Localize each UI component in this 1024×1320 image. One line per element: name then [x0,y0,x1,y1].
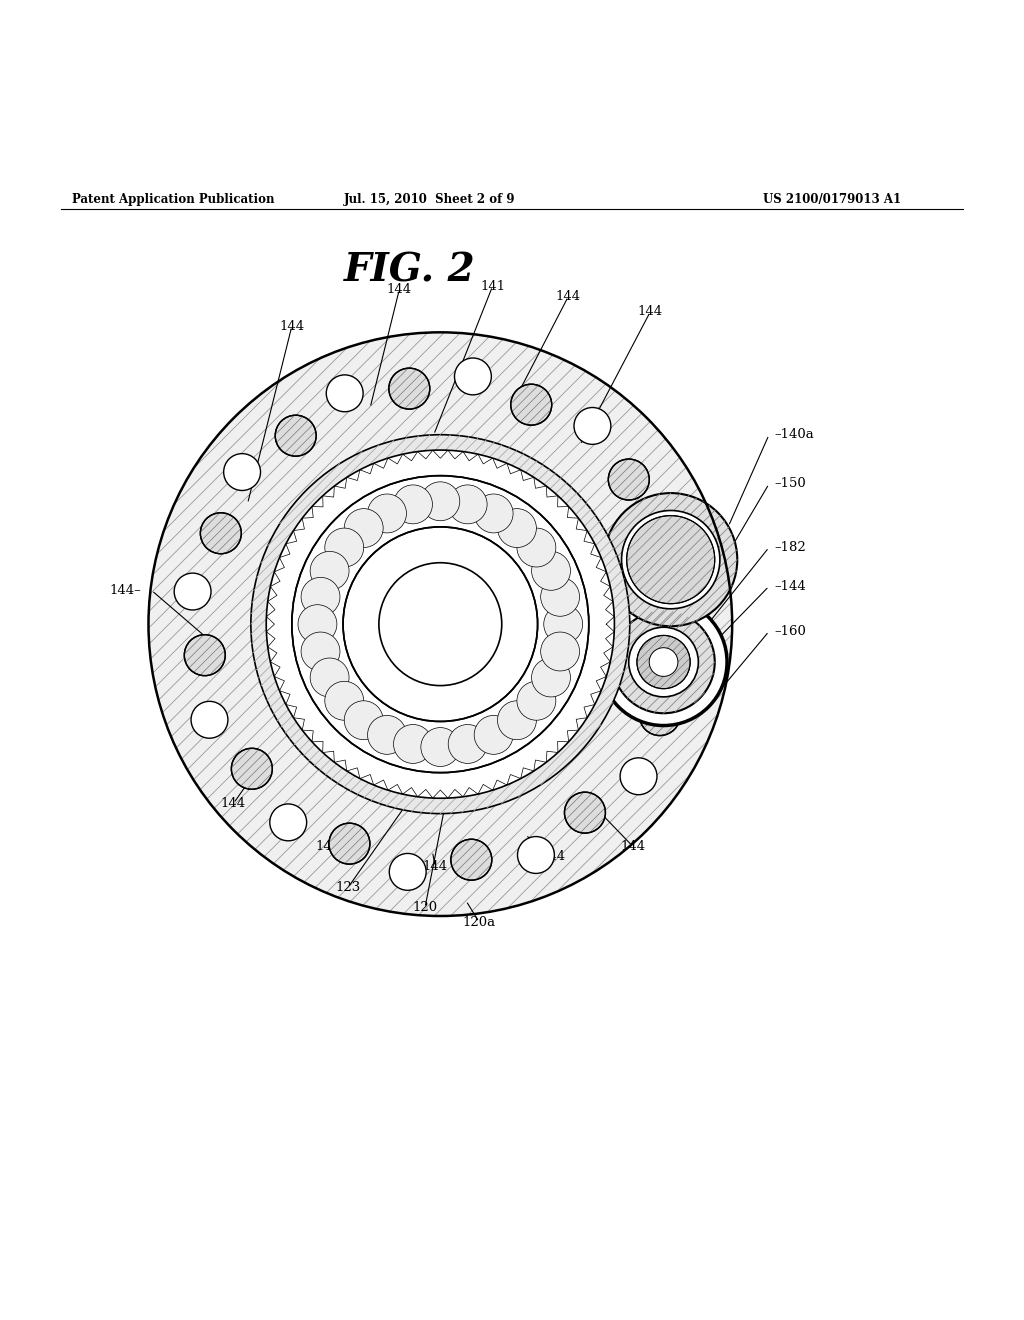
Circle shape [393,484,432,524]
Text: Jul. 15, 2010  Sheet 2 of 9: Jul. 15, 2010 Sheet 2 of 9 [344,193,516,206]
Circle shape [421,727,460,767]
Circle shape [275,416,316,457]
Circle shape [541,577,580,616]
Circle shape [344,701,383,739]
Circle shape [379,562,502,685]
Circle shape [544,605,583,644]
Circle shape [292,475,589,772]
Text: –150: –150 [774,478,806,490]
Circle shape [251,434,630,813]
Circle shape [511,384,552,425]
Circle shape [368,715,407,754]
Circle shape [655,573,696,614]
Text: 123: 123 [336,880,360,894]
Text: 144: 144 [221,797,246,810]
Circle shape [531,552,570,590]
Circle shape [393,725,432,763]
Circle shape [251,434,630,813]
Text: 144: 144 [387,282,412,296]
Text: 144: 144 [315,840,340,853]
Circle shape [517,837,554,874]
Circle shape [604,494,737,626]
Circle shape [637,635,690,689]
Circle shape [455,358,492,395]
Circle shape [451,840,492,880]
Circle shape [327,375,364,412]
Text: –140a: –140a [774,428,814,441]
Text: US 2100/0179013 A1: US 2100/0179013 A1 [763,193,901,206]
Circle shape [449,725,487,763]
Circle shape [191,701,228,738]
Text: 120a: 120a [463,916,496,929]
Circle shape [223,454,260,491]
Circle shape [329,824,370,865]
Circle shape [184,635,225,676]
Text: Patent Application Publication: Patent Application Publication [72,193,274,206]
Circle shape [517,681,556,721]
Circle shape [612,611,715,713]
Text: –160: –160 [774,624,806,638]
Text: 144: 144 [556,290,581,304]
Circle shape [474,715,513,754]
Circle shape [449,484,487,524]
Circle shape [310,657,349,697]
Text: 144: 144 [423,861,447,874]
Circle shape [368,494,407,533]
Circle shape [498,508,537,548]
Circle shape [266,450,614,799]
Text: 144: 144 [541,850,565,863]
Circle shape [269,804,306,841]
Circle shape [301,577,340,616]
Circle shape [474,494,513,533]
Circle shape [600,598,727,726]
Circle shape [201,512,242,553]
Text: FIG. 2: FIG. 2 [344,252,475,290]
Circle shape [343,527,538,722]
Circle shape [564,792,605,833]
Circle shape [629,627,698,697]
Circle shape [389,854,426,890]
Circle shape [649,648,678,676]
Circle shape [621,758,657,795]
Circle shape [608,459,649,500]
Circle shape [639,694,680,735]
Circle shape [622,511,720,609]
Text: 144: 144 [621,840,645,853]
Circle shape [310,552,349,590]
Text: 141: 141 [480,280,505,293]
Text: 144–: 144– [110,583,141,597]
Circle shape [344,508,383,548]
Text: 144: 144 [638,305,663,318]
Text: 144: 144 [280,319,304,333]
Circle shape [498,701,537,739]
Circle shape [325,681,364,721]
Text: 120: 120 [413,902,437,915]
Circle shape [531,657,570,697]
Circle shape [148,333,732,916]
Circle shape [389,368,430,409]
Text: –144: –144 [774,579,806,593]
Circle shape [652,510,689,546]
Circle shape [627,516,715,603]
Circle shape [421,482,460,520]
Circle shape [541,632,580,671]
Circle shape [301,632,340,671]
Circle shape [574,408,611,445]
Circle shape [298,605,337,644]
Circle shape [517,528,556,568]
Circle shape [670,639,707,676]
Circle shape [325,528,364,568]
Circle shape [174,573,211,610]
Circle shape [231,748,272,789]
Text: –182: –182 [774,541,806,554]
